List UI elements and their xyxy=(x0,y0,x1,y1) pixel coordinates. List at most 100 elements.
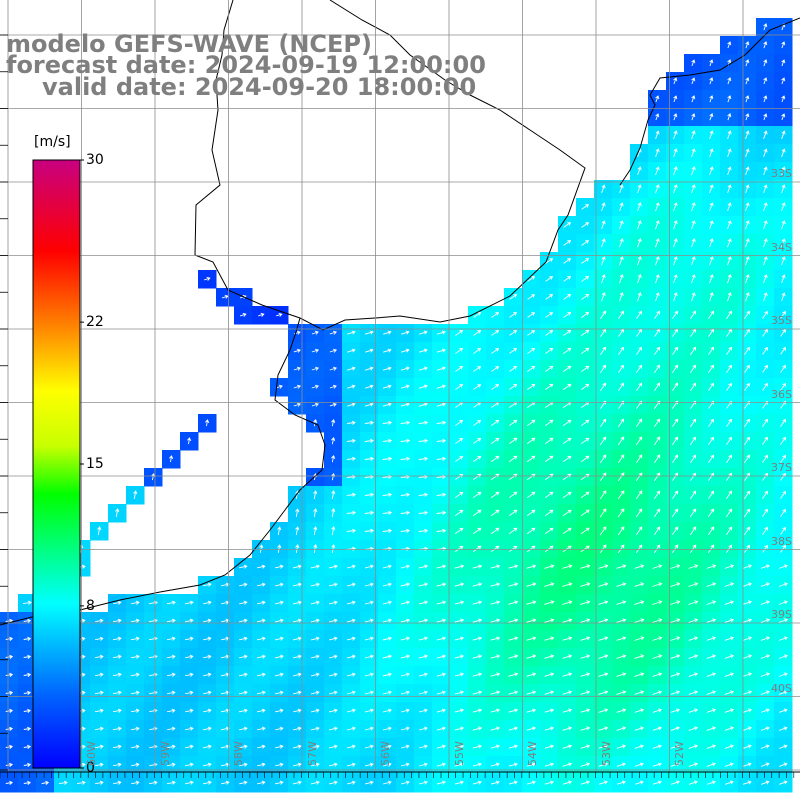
wind-arrow xyxy=(292,654,302,659)
wind-arrow xyxy=(760,636,771,641)
wind-arrow xyxy=(562,780,572,785)
wind-arrow xyxy=(706,654,716,659)
wind-arrow xyxy=(763,130,768,139)
wind-arrow xyxy=(636,364,643,373)
wind-arrow xyxy=(781,184,786,194)
wind-arrow xyxy=(778,636,788,641)
wind-arrow xyxy=(763,184,768,194)
wind-arrow xyxy=(364,744,374,749)
wind-arrow xyxy=(727,112,732,121)
wind-arrow xyxy=(508,654,519,659)
wind-arrow xyxy=(763,220,768,230)
wind-arrow xyxy=(203,600,212,605)
wind-arrow xyxy=(203,654,212,659)
wind-arrow xyxy=(778,654,788,659)
wind-arrow xyxy=(508,437,518,445)
wind-arrow xyxy=(455,474,464,480)
wind-arrow xyxy=(293,402,302,407)
wind-arrow xyxy=(727,274,732,284)
wind-arrow xyxy=(636,346,642,355)
wind-arrow xyxy=(436,654,447,659)
wind-arrow xyxy=(637,291,642,302)
wind-arrow xyxy=(400,636,411,641)
wind-arrow xyxy=(130,654,140,659)
wind-arrow xyxy=(544,744,555,749)
wind-arrow xyxy=(364,708,374,713)
wind-arrow xyxy=(598,744,609,749)
wind-arrow xyxy=(672,490,679,500)
wind-arrow xyxy=(745,184,750,194)
wind-arrow xyxy=(634,744,645,749)
wind-arrow xyxy=(400,348,410,353)
wind-arrow xyxy=(706,564,717,569)
wind-arrow xyxy=(527,383,536,390)
wind-arrow xyxy=(778,726,788,731)
wind-arrow xyxy=(112,708,122,713)
wind-arrow xyxy=(562,437,572,444)
wind-arrow xyxy=(563,240,572,246)
wind-arrow xyxy=(691,256,696,266)
wind-arrow xyxy=(742,654,753,659)
wind-arrow xyxy=(780,418,786,427)
wind-arrow xyxy=(169,455,174,463)
wind-arrow xyxy=(346,492,357,497)
wind-arrow xyxy=(58,780,68,785)
wind-arrow xyxy=(275,708,284,713)
wind-arrow xyxy=(472,618,483,623)
wind-arrow xyxy=(382,672,393,677)
wind-arrow xyxy=(617,472,625,482)
wind-arrow xyxy=(490,564,501,569)
wind-arrow xyxy=(238,672,248,677)
wind-arrow xyxy=(653,544,661,554)
wind-arrow xyxy=(313,526,318,536)
wind-arrow xyxy=(220,690,230,695)
wind-arrow xyxy=(706,672,716,677)
wind-arrow xyxy=(473,455,482,462)
wind-arrow xyxy=(400,762,410,767)
wind-arrow xyxy=(436,744,446,749)
wind-arrow xyxy=(167,654,176,659)
latitude-label: 33S xyxy=(771,167,792,180)
wind-arrow xyxy=(618,418,625,428)
wind-arrow xyxy=(580,582,591,587)
wind-arrow xyxy=(310,762,320,767)
wind-arrow xyxy=(400,744,410,749)
wind-arrow xyxy=(580,654,591,659)
wind-arrow xyxy=(167,672,176,677)
wind-arrow xyxy=(618,382,625,391)
wind-arrow xyxy=(310,636,320,641)
wind-arrow xyxy=(727,77,732,85)
wind-arrow xyxy=(581,365,590,372)
wind-arrow xyxy=(418,762,428,767)
wind-arrow xyxy=(544,762,555,767)
wind-arrow xyxy=(382,618,392,623)
wind-arrow xyxy=(655,95,660,103)
wind-arrow xyxy=(418,672,428,677)
wind-arrow xyxy=(364,618,374,623)
wind-arrow xyxy=(400,528,411,533)
wind-arrow xyxy=(5,726,14,731)
wind-arrow xyxy=(763,77,768,85)
latitude-label: 40S xyxy=(771,681,792,695)
wind-arrow xyxy=(293,708,302,713)
wind-arrow xyxy=(331,454,336,463)
wind-arrow xyxy=(346,420,356,425)
wind-arrow xyxy=(328,582,338,587)
wind-arrow xyxy=(382,420,393,425)
wind-arrow xyxy=(346,582,356,587)
longitude-label: 52W xyxy=(673,741,686,766)
wind-arrow xyxy=(454,618,465,623)
wind-arrow xyxy=(508,618,519,623)
wind-arrow xyxy=(671,544,679,554)
wind-arrow xyxy=(635,436,643,446)
wind-arrow xyxy=(691,148,696,158)
wind-arrow xyxy=(724,600,734,605)
wind-arrow xyxy=(185,726,194,731)
wind-arrow xyxy=(131,762,140,767)
wind-arrow xyxy=(780,364,786,373)
wind-arrow xyxy=(778,780,788,785)
wind-arrow xyxy=(616,618,627,623)
wind-arrow xyxy=(781,220,786,230)
wind-arrow xyxy=(635,490,643,500)
